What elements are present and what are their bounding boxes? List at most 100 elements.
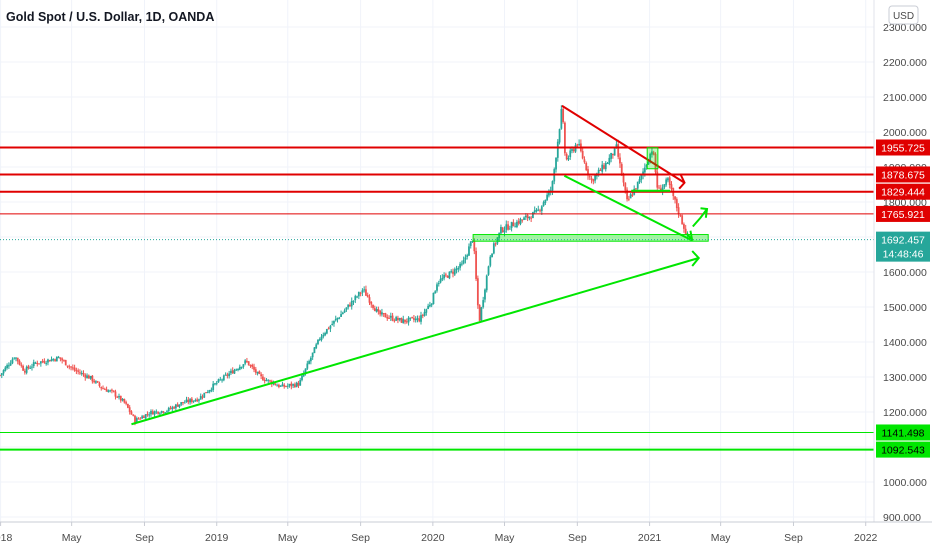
candle-body	[238, 366, 241, 370]
candle-body	[572, 149, 575, 152]
level-price-tag[interactable]	[876, 139, 930, 156]
candle-body	[681, 215, 684, 225]
candle-body	[608, 157, 611, 164]
candle-body	[288, 384, 291, 386]
candle	[665, 177, 668, 187]
price-axis[interactable]: 2300.0002200.0002100.0002000.0001900.000…	[873, 0, 932, 550]
candle-body	[592, 179, 595, 182]
candle	[670, 181, 673, 191]
candle	[84, 373, 87, 381]
level-price-tag[interactable]	[876, 205, 930, 222]
downtrend-resistance-line[interactable]	[561, 104, 686, 184]
candle	[48, 359, 51, 362]
candle	[514, 222, 517, 228]
candle	[377, 306, 380, 315]
candle	[420, 311, 422, 325]
downtrend-arrow-head	[678, 173, 686, 190]
candle-body	[251, 364, 254, 368]
candle-body	[366, 295, 369, 298]
candle	[436, 282, 438, 293]
candle-body	[414, 318, 417, 321]
time-tick-label: 2020	[421, 532, 445, 544]
candle	[132, 414, 135, 417]
candle-body	[327, 328, 330, 330]
candle-body	[265, 380, 268, 382]
candle-body	[292, 384, 295, 386]
candle-body	[155, 411, 158, 413]
candle-body	[409, 317, 412, 319]
candle	[70, 366, 72, 371]
candle-body	[569, 150, 572, 158]
candle-body	[489, 256, 492, 266]
candle-body	[169, 408, 172, 410]
candle	[279, 385, 282, 387]
candle-body	[636, 181, 639, 189]
candle-body	[668, 177, 671, 186]
candle-body	[70, 366, 72, 368]
currency-button[interactable]: USD	[888, 5, 919, 25]
price-tick-label: 1500.000	[883, 302, 927, 314]
countdown-label: 14:48:46	[883, 249, 924, 261]
grid	[0, 0, 874, 522]
candle	[443, 272, 446, 281]
candle	[45, 360, 48, 366]
level-price-tag[interactable]	[876, 166, 930, 183]
candle	[114, 389, 117, 400]
candle-body	[535, 209, 538, 212]
candle	[189, 397, 191, 405]
candle	[327, 326, 330, 330]
level-price-tag[interactable]	[876, 424, 930, 441]
candle	[299, 377, 302, 386]
candle-body	[331, 323, 334, 326]
candle	[539, 208, 541, 213]
candle	[523, 216, 525, 221]
candle	[221, 378, 223, 383]
candle-body	[436, 284, 438, 291]
candle-body	[544, 199, 547, 203]
time-axis[interactable]: 2018 May Sep 2019 May Sep 2020 May Sep 2021 May Sep…	[0, 521, 932, 550]
candle	[283, 383, 286, 389]
candle-body	[187, 399, 190, 403]
uptrend-line[interactable]	[131, 257, 700, 426]
candle	[224, 372, 227, 376]
candle	[505, 220, 508, 233]
downtrend-support-line[interactable]	[563, 174, 693, 242]
candle-body	[654, 153, 657, 173]
candle-body	[31, 366, 33, 368]
candle	[82, 370, 85, 377]
candle-body	[102, 388, 104, 390]
candle-body	[400, 317, 403, 323]
candle	[585, 161, 588, 172]
level-price-label: 1955.725	[881, 142, 925, 154]
candle	[297, 380, 300, 389]
price-axis-background	[874, 0, 932, 550]
candle-body	[640, 174, 643, 180]
candle	[450, 269, 453, 274]
support-zone[interactable]	[472, 234, 709, 242]
candle-body	[61, 358, 64, 361]
bounce-arrow[interactable]	[692, 208, 708, 228]
candle	[20, 362, 23, 368]
level-price-tag[interactable]	[876, 183, 930, 200]
candle	[176, 402, 179, 407]
candle	[489, 254, 492, 268]
level-price-tag[interactable]	[876, 441, 930, 458]
candle-body	[54, 359, 56, 361]
candle	[68, 364, 71, 370]
top-marker-box[interactable]	[646, 147, 659, 170]
candle	[162, 410, 165, 414]
candle-body	[240, 366, 243, 368]
candle	[446, 275, 449, 278]
candle	[309, 356, 312, 365]
candle	[569, 148, 572, 160]
candle	[77, 368, 80, 375]
candle-body	[585, 162, 588, 171]
candle-body	[537, 209, 540, 211]
last-price-tag[interactable]	[876, 231, 930, 262]
candle	[471, 240, 474, 243]
candle-body	[157, 411, 160, 414]
candle	[144, 414, 147, 420]
candle	[532, 211, 534, 219]
candle	[201, 394, 204, 400]
